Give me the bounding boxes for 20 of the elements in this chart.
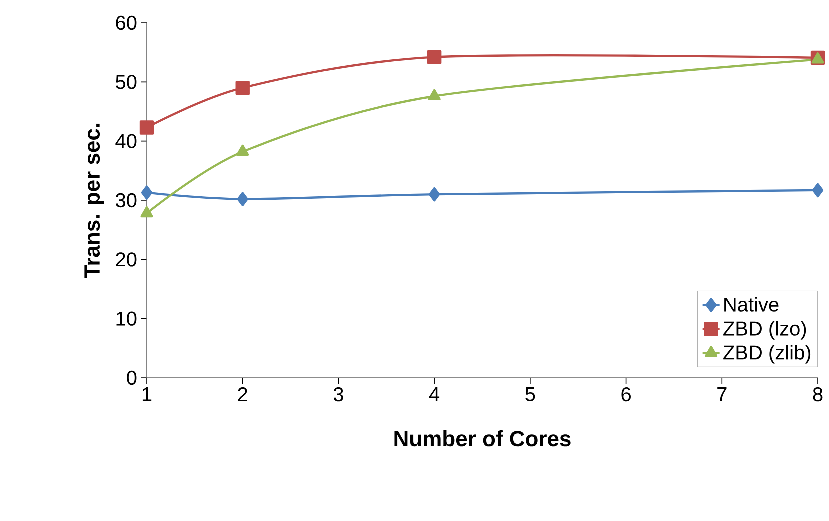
y-axis-title: Trans. per sec. <box>84 124 104 278</box>
y-tick-label: 60 <box>116 16 137 30</box>
x-axis-title: Number of Cores <box>394 430 571 447</box>
x-tick-label: 8 <box>813 388 823 402</box>
y-tick-label: 0 <box>127 370 137 386</box>
y-tick-label: 10 <box>116 312 137 326</box>
legend-label: ZBD (lzo) <box>724 321 806 340</box>
y-tick-label: 40 <box>116 134 137 148</box>
x-tick-label: 2 <box>238 388 248 402</box>
x-tick-label: 3 <box>334 388 344 402</box>
x-tick-label: 7 <box>718 388 727 402</box>
x-tick-label: 1 <box>142 388 152 402</box>
y-tick-label: 30 <box>116 193 137 208</box>
x-tick-label: 5 <box>526 388 536 402</box>
y-tick-label: 50 <box>116 75 137 90</box>
x-tick-label: 6 <box>622 388 631 402</box>
legend-label: ZBD (zlib) <box>724 345 811 364</box>
legend-label: Native <box>724 297 779 312</box>
x-tick-label: 4 <box>429 388 440 402</box>
y-tick-label: 20 <box>116 252 137 267</box>
